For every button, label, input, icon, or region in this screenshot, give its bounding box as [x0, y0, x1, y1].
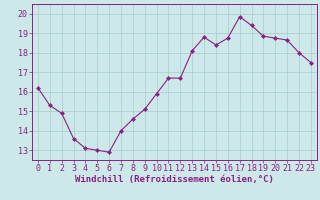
- X-axis label: Windchill (Refroidissement éolien,°C): Windchill (Refroidissement éolien,°C): [75, 175, 274, 184]
